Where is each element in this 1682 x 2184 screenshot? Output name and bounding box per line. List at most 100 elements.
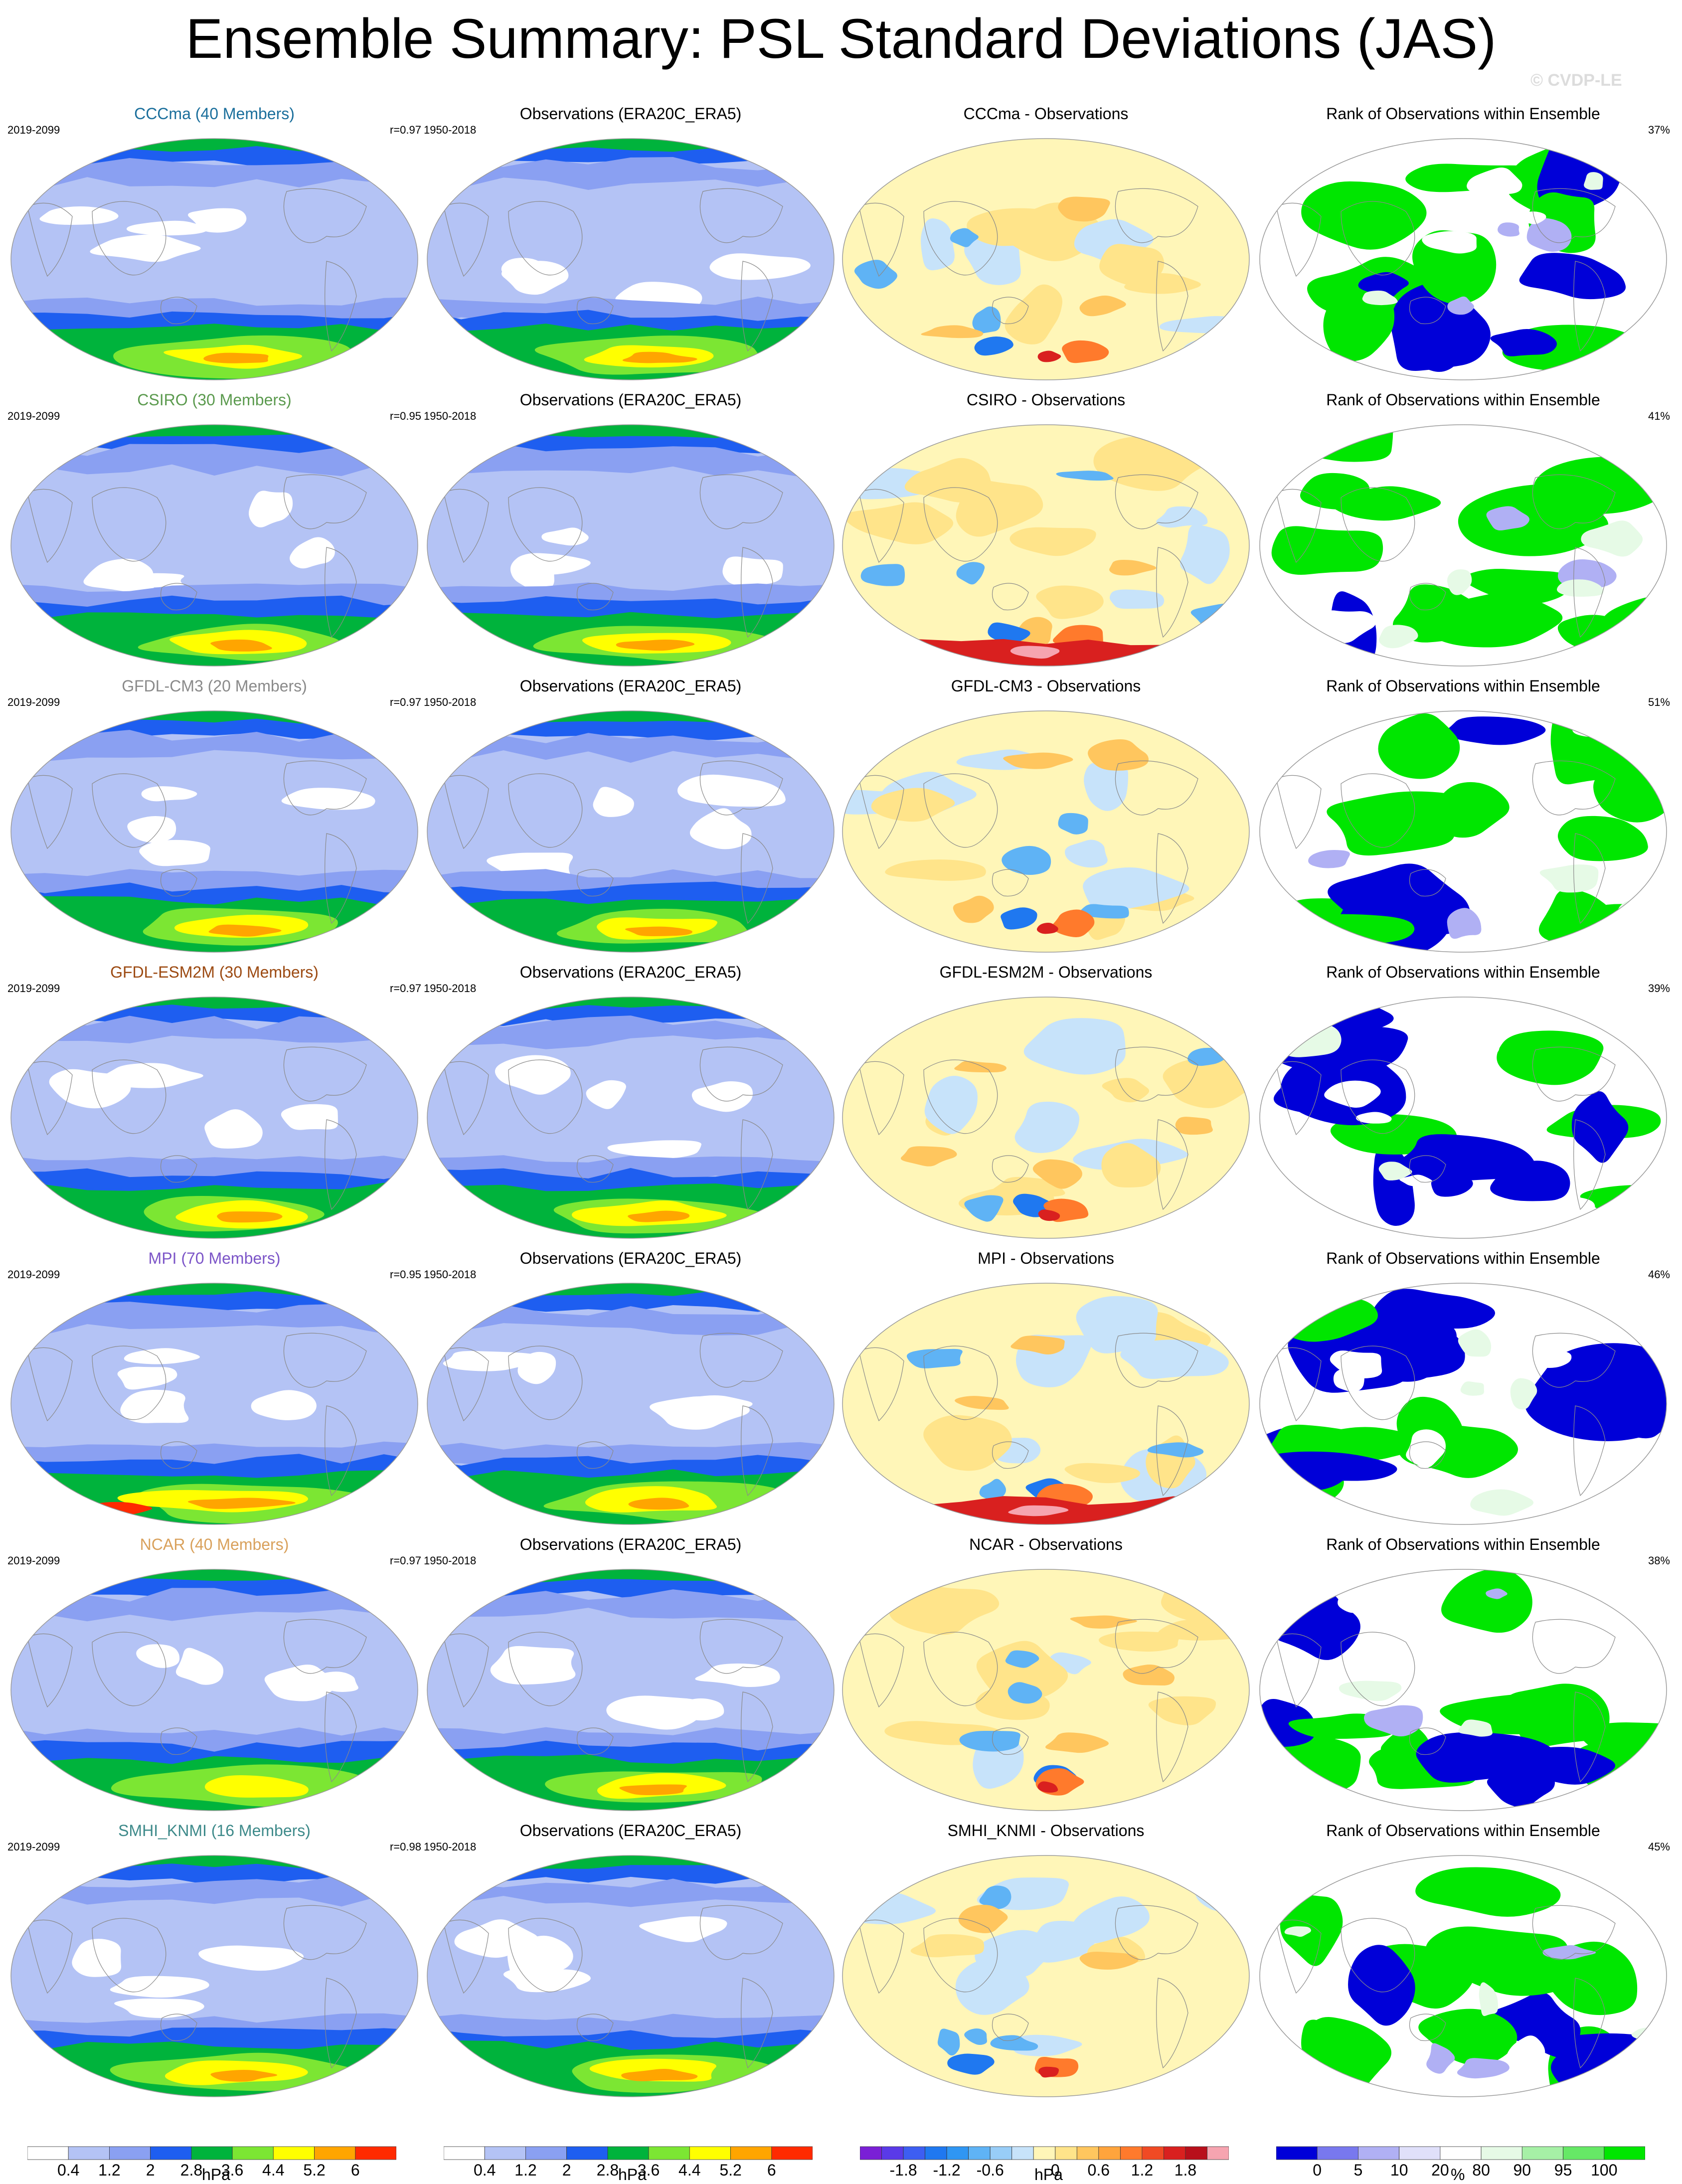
- std-low-region: [695, 1663, 780, 1687]
- std-band-north-mid: [11, 1015, 418, 1045]
- std-band-south-mid: [427, 2014, 834, 2042]
- colorbar-swatch: [1164, 2146, 1186, 2160]
- rank-mid-region: [1355, 1112, 1392, 1124]
- std-low-region: [650, 1396, 750, 1430]
- map-outline: [1259, 1283, 1667, 1525]
- diff-region-strong: [1070, 1615, 1137, 1629]
- rank-mid-region: [1422, 231, 1477, 254]
- diff-region: [1098, 1631, 1180, 1652]
- rank-high-region: [1425, 1926, 1571, 1996]
- colorbar-tick-label: 4.4: [262, 2161, 284, 2179]
- map-std: [10, 1569, 418, 1811]
- diff-negative-peak: [947, 2053, 995, 2075]
- diff-region-strong: [1056, 471, 1114, 481]
- colorbar-tick-label: 6: [351, 2161, 360, 2179]
- colorbar-swatch: [990, 2146, 1012, 2160]
- map-outline: [1259, 1569, 1667, 1811]
- panel-difference: MPI - Observations: [839, 1247, 1253, 1526]
- colorbar: 0 5 10 20 80 90 95 100%: [1276, 2144, 1645, 2184]
- map-obs: [427, 1569, 835, 1811]
- std-low-region: [443, 1350, 544, 1371]
- pattern-correlation: r=0.95: [390, 1268, 421, 1281]
- diff-region: [1181, 338, 1235, 372]
- rank-mid-region: [1524, 1349, 1572, 1368]
- diff-region: [1109, 589, 1165, 609]
- diff-south-extreme: [1008, 1505, 1069, 1516]
- diff-region: [1064, 1463, 1141, 1484]
- std-low-region: [198, 1945, 304, 1971]
- rank-mid-region: [1447, 908, 1482, 939]
- map-diff: [842, 710, 1250, 953]
- rank-percent: 46%: [1648, 1268, 1670, 1281]
- map-outline: [842, 138, 1250, 380]
- colorbar-swatch: [566, 2146, 608, 2160]
- diff-positive-core: [1036, 922, 1058, 934]
- rank-mid-region: [1447, 569, 1472, 595]
- colorbar-unit: %: [1451, 2166, 1465, 2184]
- period-label: 2019-2099: [7, 1268, 60, 1281]
- rank-mid-region: [1457, 2058, 1510, 2079]
- map-outline: [1259, 997, 1667, 1239]
- rank-high-region: [1271, 526, 1383, 575]
- map-outline: [842, 424, 1250, 667]
- colorbar-swatch: [1481, 2146, 1522, 2160]
- rank-high-region: [1323, 287, 1395, 362]
- diff-region-strong: [1058, 196, 1110, 222]
- panel-difference: SMHI_KNMI - Observations: [839, 1820, 1253, 2099]
- rank-mid-region: [1363, 1705, 1423, 1737]
- std-band-north-mid: [427, 444, 834, 477]
- rank-mid-region: [1362, 290, 1398, 306]
- std-low-region: [126, 220, 208, 236]
- colorbar-swatch: [607, 2146, 649, 2160]
- colorbar-tick-label: 1.2: [98, 2161, 120, 2179]
- rank-low-region: [1348, 1945, 1415, 2026]
- map-outline: [1259, 138, 1667, 380]
- period-label: 1950-2018: [424, 124, 477, 136]
- rank-high-region: [1264, 914, 1415, 946]
- diff-region-strong: [937, 2028, 960, 2056]
- panel-observations-std: Observations (ERA20C_ERA5) 1950-2018: [424, 1820, 838, 2099]
- pattern-correlation: r=0.97: [390, 982, 421, 995]
- rank-low-region: [1444, 716, 1546, 745]
- colorbar-tick-label: 0.4: [474, 2161, 496, 2179]
- std-low-region: [127, 816, 176, 843]
- rank-high-region: [1557, 816, 1648, 861]
- rank-mid-region: [1458, 1719, 1493, 1737]
- period-label: 2019-2099: [7, 1554, 60, 1567]
- panel-title-model: GFDL-ESM2M (30 Members): [110, 963, 319, 981]
- panel-model-std: MPI (70 Members) 2019-2099 r=0.95: [7, 1247, 421, 1526]
- std-low-region: [120, 1389, 189, 1423]
- diff-region: [967, 208, 1057, 246]
- diff-region: [1101, 1143, 1161, 1187]
- std-low-region: [175, 1648, 224, 1685]
- period-label: 2019-2099: [7, 982, 60, 995]
- diff-region-strong: [1079, 295, 1126, 317]
- rank-mid-region: [1498, 222, 1520, 237]
- panel-title-observations: Observations (ERA20C_ERA5): [519, 963, 742, 981]
- colorbar-swatch: [968, 2146, 991, 2160]
- std-band-north-mid: [11, 158, 418, 188]
- rank-mid-region: [1330, 1350, 1382, 1379]
- colorbar-tick-label: 5: [1354, 2161, 1363, 2179]
- diff-region-strong: [972, 306, 1001, 334]
- std-band-north-mid: [11, 1302, 418, 1335]
- diff-region-strong: [1147, 1442, 1204, 1458]
- map-obs: [427, 1283, 835, 1525]
- rank-mid-region: [1467, 168, 1522, 196]
- rank-high-region: [1285, 425, 1393, 462]
- colorbar-swatch: [1317, 2146, 1358, 2160]
- colorbar-swatch: [1440, 2146, 1482, 2160]
- std-low-region: [39, 206, 119, 225]
- panel-title-difference: MPI - Observations: [978, 1249, 1114, 1267]
- diff-region-strong: [1015, 617, 1052, 648]
- colorbar-swatch: [1098, 2146, 1121, 2160]
- rank-mid-region: [1526, 218, 1572, 252]
- colorbar-swatch: [1604, 2146, 1645, 2160]
- rank-low-region: [1371, 1289, 1496, 1330]
- colorbar-swatch: [1076, 2146, 1099, 2160]
- colorbar-swatch: [355, 2146, 396, 2160]
- diff-region: [1076, 1296, 1158, 1353]
- rank-low-region: [1390, 1134, 1536, 1182]
- rank-mid-region: [1581, 520, 1643, 557]
- diff-region: [871, 788, 955, 822]
